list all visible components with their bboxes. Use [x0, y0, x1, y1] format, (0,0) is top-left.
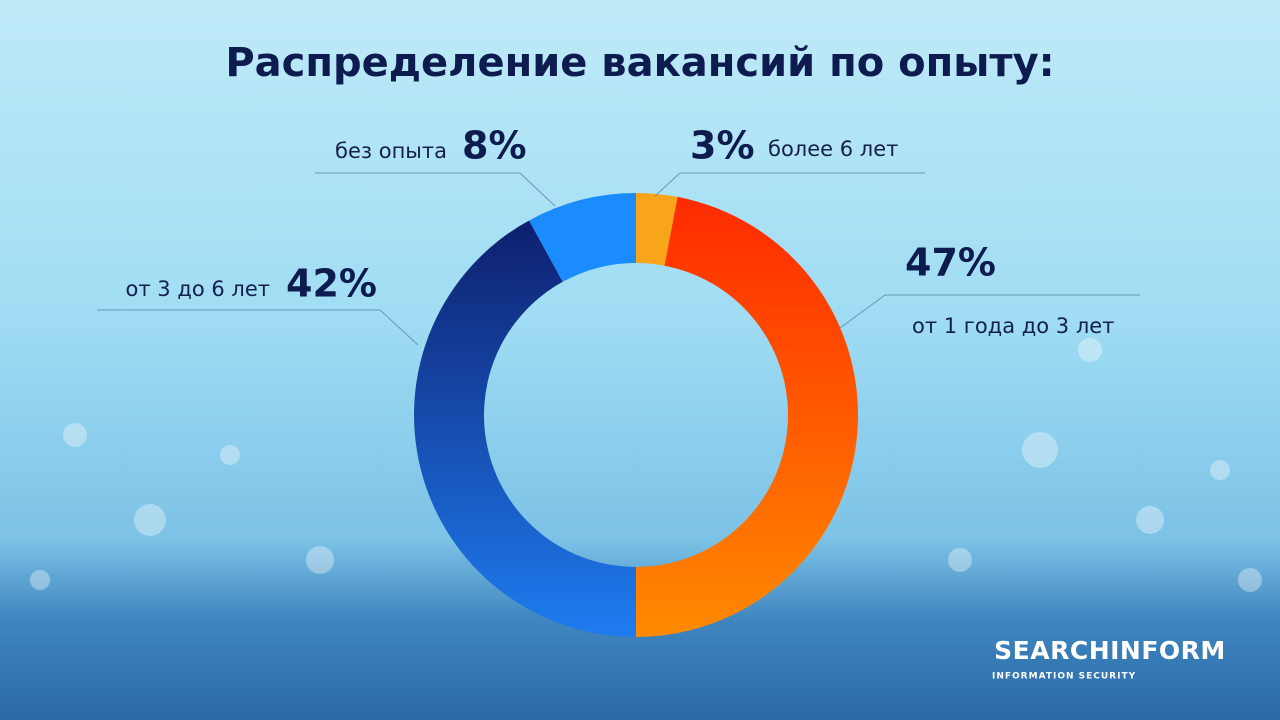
- leader-line: [315, 172, 556, 207]
- donut-slice: [636, 196, 859, 637]
- leader-line: [97, 309, 419, 346]
- donut-slice: [636, 193, 678, 266]
- chart-title: Распределение вакансий по опыту:: [225, 40, 1054, 86]
- category-label: от 3 до 6 лет: [126, 277, 270, 301]
- category-label: без опыта: [335, 139, 447, 163]
- donut-slice: [529, 193, 636, 282]
- leader-line: [654, 172, 925, 197]
- value-label: 3%: [690, 124, 755, 168]
- brand-tagline: INFORMATION SECURITY: [992, 672, 1136, 682]
- value-label: 8%: [462, 124, 527, 168]
- value-label: 42%: [286, 262, 377, 306]
- category-label: от 1 года до 3 лет: [912, 314, 1114, 338]
- donut-slice: [414, 220, 636, 638]
- category-label: более 6 лет: [768, 137, 898, 161]
- value-label: 47%: [905, 241, 996, 285]
- leader-line: [839, 294, 1140, 329]
- bokeh: [30, 338, 1262, 592]
- brand-name: SEARCHINFORM: [994, 636, 1226, 665]
